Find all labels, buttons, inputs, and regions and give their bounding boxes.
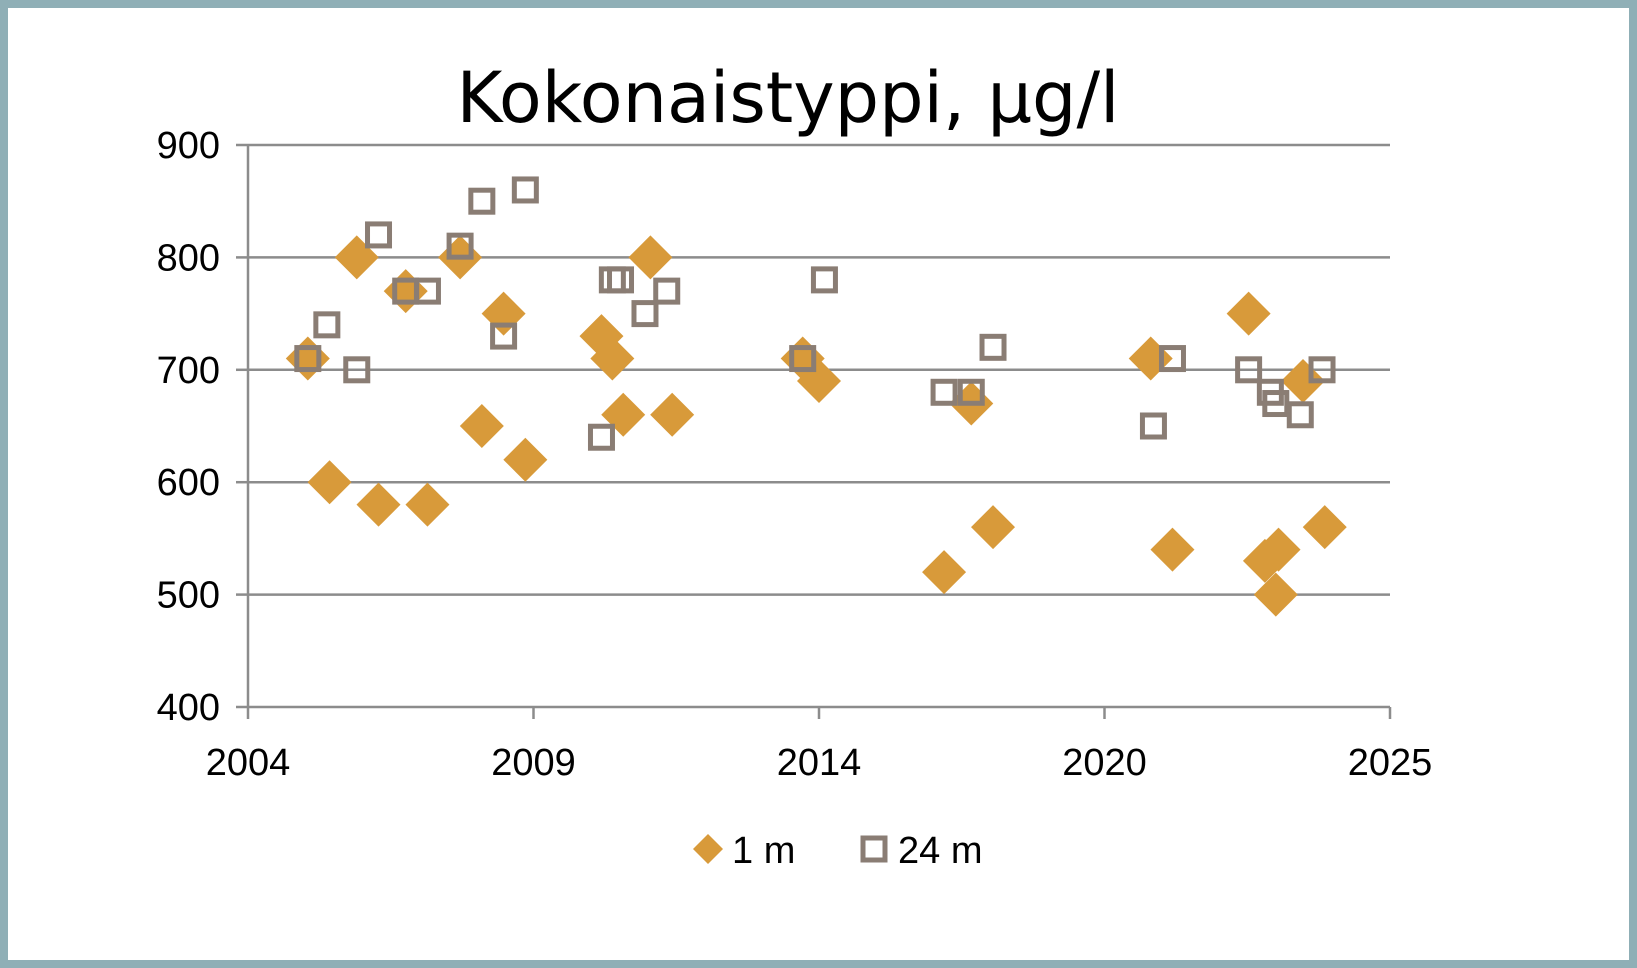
- data-point: [971, 505, 1016, 550]
- data-point: [1302, 505, 1347, 550]
- data-point: [307, 460, 352, 505]
- data-point: [1158, 345, 1186, 373]
- x-tick-label: 2025: [1348, 742, 1433, 784]
- data-point: [1308, 356, 1336, 384]
- data-point: [405, 482, 450, 527]
- data-point: [1253, 572, 1298, 617]
- data-point: [979, 333, 1007, 361]
- data-point: [334, 235, 379, 280]
- data-point: [628, 235, 673, 280]
- data-point: [789, 345, 817, 373]
- data-point: [590, 336, 635, 381]
- data-point: [503, 437, 548, 482]
- legend-entry-1: 1 m: [693, 830, 795, 872]
- y-tick-label: 600: [157, 462, 220, 504]
- legend-marker: [860, 835, 888, 863]
- data-point: [957, 378, 985, 406]
- data-point: [481, 291, 526, 336]
- data-point: [922, 550, 967, 595]
- data-point: [1128, 336, 1173, 381]
- data-point: [1150, 527, 1195, 572]
- legend-marker: [693, 834, 723, 864]
- data-point: [607, 266, 635, 294]
- legend: 1 m 24 m: [693, 830, 982, 872]
- y-tick-label: 900: [157, 125, 220, 167]
- legend-entry-2: 24 m: [860, 830, 982, 872]
- chart-title: Kokonaistyppi, µg/l: [457, 57, 1120, 139]
- data-point: [365, 221, 393, 249]
- data-point: [601, 392, 646, 437]
- y-tick-label: 700: [157, 350, 220, 392]
- data-point: [1226, 291, 1271, 336]
- series-2: [294, 176, 1336, 451]
- x-tick-label: 2020: [1062, 742, 1147, 784]
- data-point: [490, 322, 518, 350]
- data-point: [1280, 359, 1325, 404]
- x-tick-label: 2009: [491, 742, 576, 784]
- data-point: [459, 404, 504, 448]
- tick-labels: 400 500 600 700 800 900 2004 2009 2014 2020 2025: [157, 125, 1433, 784]
- y-tick-label: 500: [157, 575, 220, 617]
- data-point: [383, 269, 428, 314]
- data-point: [810, 266, 838, 294]
- data-point: [1256, 527, 1301, 572]
- data-point: [511, 176, 539, 204]
- data-points: [285, 176, 1347, 617]
- data-point: [650, 392, 695, 437]
- data-point: [468, 187, 496, 215]
- y-tick-label: 800: [157, 237, 220, 279]
- data-point: [446, 232, 474, 260]
- data-point: [1286, 401, 1314, 429]
- data-point: [1235, 356, 1263, 384]
- data-point: [653, 277, 681, 305]
- data-point: [313, 311, 341, 339]
- data-point: [598, 266, 626, 294]
- axes: [236, 143, 1392, 719]
- legend-label: 24 m: [898, 830, 982, 872]
- data-point: [631, 300, 659, 328]
- y-tick-label: 400: [157, 687, 220, 729]
- data-point: [1139, 412, 1167, 440]
- x-tick-label: 2004: [206, 742, 291, 784]
- data-point: [285, 336, 330, 381]
- scatter-chart: Kokonaistyppi, µg/l 400 500 600 700 800 900 20…: [157, 57, 1433, 872]
- data-point: [930, 378, 958, 406]
- data-point: [587, 423, 615, 451]
- data-point: [294, 345, 322, 373]
- legend-label: 1 m: [732, 830, 795, 872]
- x-tick-label: 2014: [777, 742, 862, 784]
- data-point: [343, 356, 371, 384]
- data-point: [356, 482, 401, 527]
- data-point: [413, 277, 441, 305]
